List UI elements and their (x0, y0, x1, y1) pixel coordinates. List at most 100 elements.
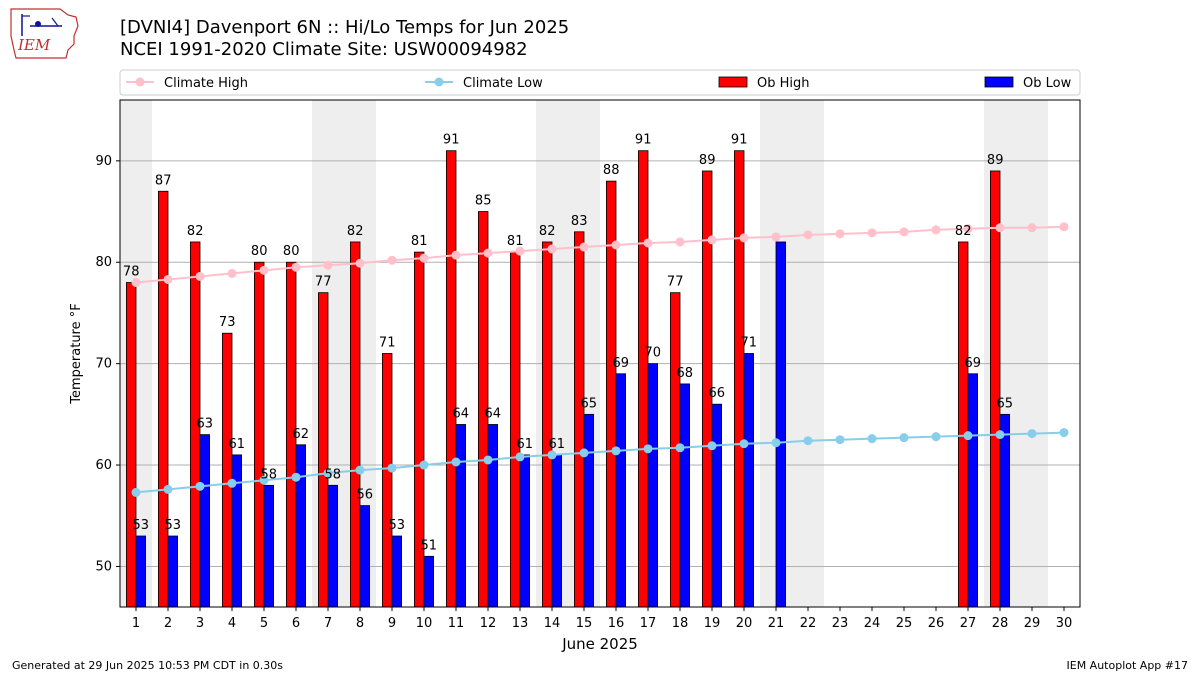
ob-low-label: 62 (293, 427, 310, 442)
ob-high-label: 91 (731, 133, 748, 148)
climate-high-point (419, 253, 429, 263)
climate-high-point (291, 262, 301, 272)
ob-high-bar (574, 231, 585, 608)
climate-high-point (867, 228, 877, 238)
ob-high-bar (509, 251, 521, 608)
ob-high-label: 77 (315, 275, 332, 290)
climate-high-line (135, 225, 1065, 284)
x-tick-label: 6 (292, 616, 300, 631)
climate-high-point (899, 227, 909, 237)
generated-timestamp: Generated at 29 Jun 2025 10:53 PM CDT in… (12, 659, 284, 672)
ob-high-bar (638, 150, 649, 608)
weekend-bands (120, 100, 1048, 607)
ob-high-bar (126, 282, 137, 608)
ob-high-label: 77 (667, 275, 684, 290)
ob-high-bar (157, 190, 169, 608)
x-tick-label: 24 (864, 616, 881, 631)
iem-logo: IEM (10, 8, 79, 59)
climate-high-point (995, 223, 1005, 233)
chart-subtitle: NCEI 1991-2020 Climate Site: USW00094982 (120, 39, 528, 60)
ob-low-bar (263, 484, 275, 608)
climate-low-point (579, 448, 589, 458)
climate-low-point (163, 484, 173, 494)
ob-low-label: 65 (997, 396, 1014, 411)
climate-high-point (931, 225, 941, 235)
ob-low-bar (199, 434, 211, 608)
ob-high-bar (317, 292, 329, 608)
ob-high-bar (381, 353, 393, 608)
climate-high-point (163, 274, 173, 284)
ob-low-label: 53 (165, 518, 182, 533)
ob-high-bar (349, 241, 361, 608)
climate-high-point (611, 240, 621, 250)
ob-low-label: 70 (645, 346, 662, 361)
climate-low-point (803, 436, 813, 446)
ob-high-label: 87 (155, 173, 172, 188)
legend: Climate High Climate Low Ob High Ob Low (119, 69, 1081, 96)
ob-low-bar (583, 413, 595, 608)
y-tick-label: 70 (95, 357, 112, 372)
climate-high-point (451, 250, 461, 260)
x-tick-label: 4 (228, 616, 236, 631)
climate-high-point (547, 244, 557, 254)
ob-low-label: 65 (581, 396, 598, 411)
x-tick-label: 9 (388, 616, 396, 631)
plot-frame (119, 99, 1081, 608)
climate-low-point (963, 431, 973, 441)
x-tick-label: 22 (800, 616, 817, 631)
ob-low-label: 58 (325, 467, 342, 482)
y-tick-label: 60 (95, 458, 112, 473)
climate-low-legend-marker (434, 77, 444, 87)
ob-high-label: 85 (475, 194, 492, 209)
x-tick-label: 7 (324, 616, 332, 631)
ob-low-bar (167, 535, 179, 608)
climate-high-point (227, 268, 237, 278)
ob-low-bar (967, 373, 979, 608)
x-tick-label: 23 (832, 616, 849, 631)
ob-high-label: 82 (955, 224, 972, 239)
x-tick-label: 13 (512, 616, 529, 631)
ob-low-bar (487, 424, 499, 608)
climate-high-point (739, 233, 749, 243)
weekend-band (792, 100, 824, 607)
climate-high-point (675, 237, 685, 247)
x-tick-label: 30 (1056, 616, 1073, 631)
ob-low-label: 66 (709, 386, 726, 401)
ob-low-bar (455, 424, 467, 608)
ob-low-bar (615, 373, 627, 608)
climate-low-point (899, 433, 909, 443)
climate-low-point (739, 439, 749, 449)
x-tick-label: 15 (576, 616, 593, 631)
climate-low-point (1027, 429, 1037, 439)
ob-high-bar (413, 251, 425, 608)
x-tick-label: 16 (608, 616, 625, 631)
climate-high-point (355, 258, 365, 268)
ob-low-bar (295, 444, 307, 608)
climate-low-point (547, 450, 557, 460)
ob-high-bar (445, 150, 457, 608)
ob-low-bar (359, 505, 371, 608)
climate-high-point (323, 260, 333, 270)
ob-low-bar (519, 454, 531, 608)
climate-low-point (131, 487, 141, 497)
climate-low-point (451, 457, 461, 467)
ob-low-label: 64 (485, 406, 502, 421)
ob-low-bar (551, 454, 563, 608)
ob-low-legend-swatch (984, 76, 1014, 88)
ob-high-legend-swatch (718, 76, 748, 88)
climate-low-point (483, 455, 493, 465)
grid-lines (120, 160, 1080, 567)
ob-high-label: 91 (443, 133, 460, 148)
ob-high-bar (734, 150, 745, 608)
ob-low-label: 63 (197, 417, 214, 432)
ob-low-bar (423, 555, 435, 608)
climate-low-point (419, 460, 429, 470)
ob-high-bar (990, 170, 1001, 608)
climate-high-point (259, 265, 269, 275)
climate-low-legend-label: Climate Low (463, 76, 543, 91)
x-tick-label: 18 (672, 616, 689, 631)
app-credit: IEM Autoplot App #17 (1066, 659, 1189, 672)
x-tick-label: 19 (704, 616, 721, 631)
climate-high-point (771, 232, 781, 242)
ob-high-label: 80 (283, 244, 300, 259)
